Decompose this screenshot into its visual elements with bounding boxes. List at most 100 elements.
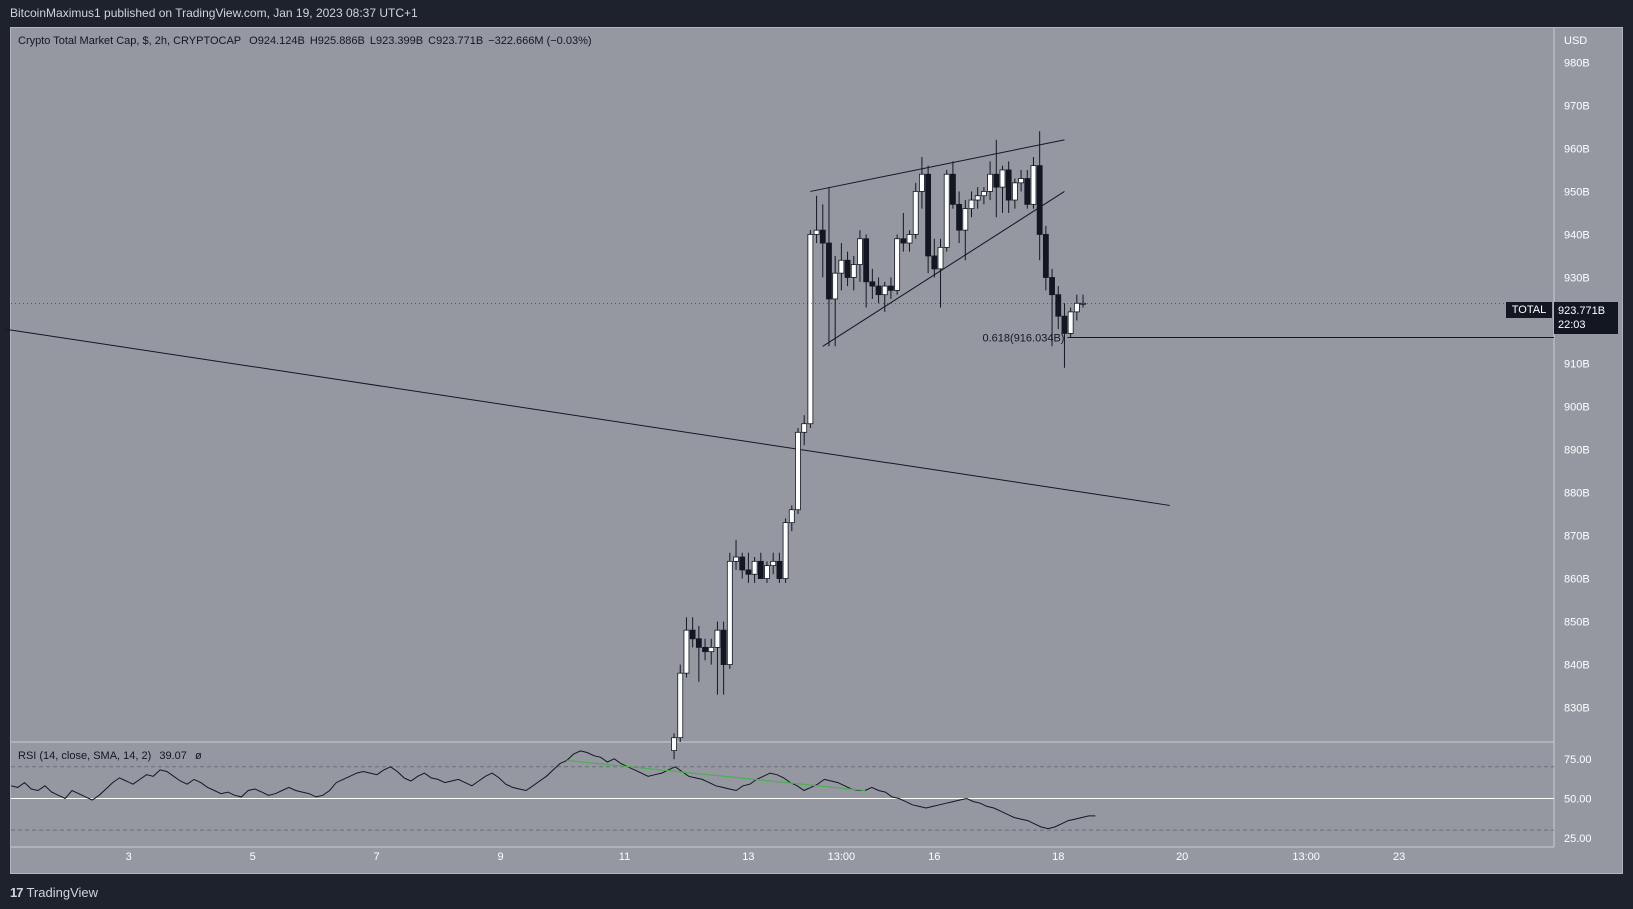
candle-body[interactable] bbox=[720, 629, 727, 665]
candle-body[interactable] bbox=[980, 191, 987, 197]
candle-body[interactable] bbox=[671, 737, 677, 752]
candle-body[interactable] bbox=[931, 255, 938, 270]
candle-body[interactable] bbox=[974, 195, 981, 201]
price-tick-label: 980B bbox=[1564, 57, 1590, 69]
candle-body[interactable] bbox=[807, 234, 814, 425]
brand-name[interactable]: TradingView bbox=[26, 884, 99, 900]
candle-body[interactable] bbox=[850, 264, 857, 278]
price-tick-label: 970B bbox=[1564, 100, 1590, 112]
candle-body[interactable] bbox=[968, 199, 975, 210]
time-tick-label: 13:00 bbox=[1292, 851, 1320, 863]
candle-body[interactable] bbox=[782, 522, 789, 579]
open-label: O bbox=[249, 35, 258, 47]
candle-body[interactable] bbox=[1005, 169, 1012, 201]
candle-body[interactable] bbox=[1030, 165, 1037, 205]
candle-body[interactable] bbox=[888, 285, 894, 291]
time-tick-label: 13 bbox=[742, 851, 754, 863]
candle-body[interactable] bbox=[695, 638, 702, 648]
rsi-line[interactable] bbox=[10, 750, 1096, 830]
candle-body[interactable] bbox=[702, 646, 708, 653]
rsi-extra-icon[interactable]: ø bbox=[194, 750, 202, 762]
high-value: 925.886B bbox=[317, 35, 365, 47]
last-price: 923.771B bbox=[1558, 305, 1606, 317]
rsi-value: 39.07 bbox=[159, 750, 187, 762]
price-tick-label: 880B bbox=[1564, 488, 1590, 500]
candle-body[interactable] bbox=[757, 560, 764, 579]
candle-body[interactable] bbox=[751, 560, 758, 575]
candle-body[interactable] bbox=[844, 259, 851, 278]
candle-body[interactable] bbox=[1073, 302, 1080, 313]
candle-body[interactable] bbox=[950, 173, 956, 205]
candle-body[interactable] bbox=[819, 229, 826, 244]
candle-body[interactable] bbox=[900, 238, 907, 244]
candle-body[interactable] bbox=[912, 191, 919, 235]
candle-body[interactable] bbox=[869, 281, 876, 287]
candle-body[interactable] bbox=[683, 629, 690, 674]
candle-body[interactable] bbox=[919, 173, 925, 192]
candle-body[interactable] bbox=[1061, 315, 1068, 334]
fib-level-label: 0.618(916.034B) bbox=[983, 333, 1065, 345]
price-tick-label: 870B bbox=[1564, 531, 1590, 543]
candle-body[interactable] bbox=[993, 173, 1000, 188]
candle-body[interactable] bbox=[770, 560, 777, 567]
candle-body[interactable] bbox=[838, 259, 845, 274]
last-price-tag: 923.771B 22:03 bbox=[1554, 302, 1618, 334]
candle-body[interactable] bbox=[987, 173, 993, 192]
candle-body[interactable] bbox=[776, 560, 783, 579]
rsi-label[interactable]: RSI (14, close, SMA, 14, 2) bbox=[18, 750, 152, 762]
tradingview-logo-icon[interactable]: 17 bbox=[10, 884, 24, 900]
candle-body[interactable] bbox=[863, 238, 870, 283]
candle-body[interactable] bbox=[943, 173, 950, 248]
rsi-divergence-line[interactable] bbox=[566, 759, 866, 792]
price-tick-label: 890B bbox=[1564, 445, 1590, 457]
trendline[interactable] bbox=[810, 139, 1065, 192]
candle-body[interactable] bbox=[962, 208, 969, 231]
candle-body[interactable] bbox=[677, 672, 684, 739]
time-tick-label: 23 bbox=[1393, 851, 1405, 863]
candle-body[interactable] bbox=[1036, 165, 1043, 235]
price-tick-label: 850B bbox=[1564, 617, 1590, 629]
candle-body[interactable] bbox=[733, 556, 739, 562]
candle-body[interactable] bbox=[764, 565, 770, 579]
currency-label: USD bbox=[1564, 35, 1587, 47]
price-tick-label: 830B bbox=[1564, 703, 1590, 715]
candle-body[interactable] bbox=[1011, 182, 1018, 201]
candle-body[interactable] bbox=[726, 560, 733, 665]
candle-body[interactable] bbox=[708, 646, 715, 653]
chart-frame[interactable] bbox=[10, 27, 1623, 874]
candle-body[interactable] bbox=[875, 285, 882, 296]
candle-body[interactable] bbox=[788, 509, 795, 524]
time-tick-label: 9 bbox=[497, 851, 503, 863]
candle-body[interactable] bbox=[999, 169, 1006, 188]
candle-body[interactable] bbox=[689, 629, 696, 640]
price-tick-label: 950B bbox=[1564, 186, 1590, 198]
low-label: L bbox=[369, 35, 377, 47]
symbol-name[interactable]: Crypto Total Market Cap, $, 2h, CRYPTOCA… bbox=[18, 35, 242, 47]
candle-body[interactable] bbox=[906, 234, 913, 244]
candle-body[interactable] bbox=[956, 203, 963, 231]
candle-body[interactable] bbox=[739, 556, 746, 571]
candle-body[interactable] bbox=[745, 569, 752, 575]
trendline[interactable] bbox=[822, 191, 1065, 347]
candle-body[interactable] bbox=[937, 246, 944, 270]
candle-body[interactable] bbox=[1049, 277, 1055, 296]
candle-body[interactable] bbox=[795, 431, 801, 511]
rsi-tick-label: 50.00 bbox=[1564, 793, 1592, 805]
candle-body[interactable] bbox=[1042, 234, 1049, 278]
price-tick-label: 960B bbox=[1564, 143, 1590, 155]
candle-body[interactable] bbox=[826, 242, 832, 300]
candle-body[interactable] bbox=[1067, 311, 1074, 334]
candle-body[interactable] bbox=[857, 238, 863, 265]
candle-body[interactable] bbox=[925, 173, 932, 257]
candle-body[interactable] bbox=[832, 272, 839, 300]
candle-body[interactable] bbox=[801, 423, 808, 433]
candle-body[interactable] bbox=[1055, 294, 1062, 317]
candle-body[interactable] bbox=[881, 285, 888, 296]
candle-body[interactable] bbox=[894, 238, 901, 291]
candle-body[interactable] bbox=[1024, 178, 1031, 205]
candle-body[interactable] bbox=[714, 629, 721, 648]
trendline[interactable] bbox=[4, 328, 1170, 506]
candle-body[interactable] bbox=[813, 229, 820, 235]
candle-body[interactable] bbox=[1018, 178, 1024, 184]
